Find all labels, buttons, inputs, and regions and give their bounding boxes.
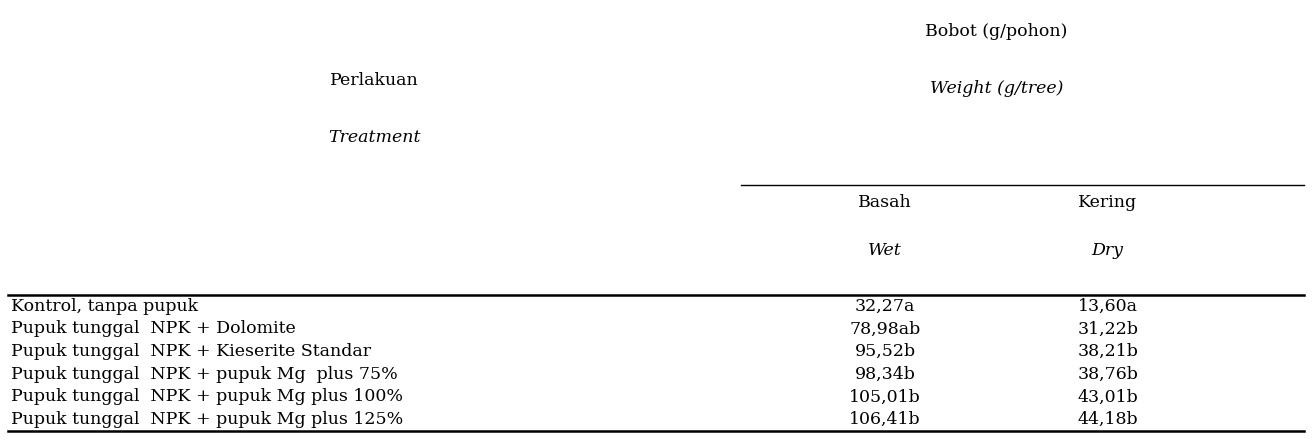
Text: Bobot (g/pohon): Bobot (g/pohon) (925, 23, 1068, 40)
Text: Kering: Kering (1078, 194, 1138, 211)
Text: 38,21b: 38,21b (1077, 343, 1138, 360)
Text: Pupuk tunggal  NPK + pupuk Mg  plus 75%: Pupuk tunggal NPK + pupuk Mg plus 75% (10, 366, 398, 383)
Text: 13,60a: 13,60a (1077, 298, 1138, 315)
Text: 32,27a: 32,27a (855, 298, 916, 315)
Text: Pupuk tunggal  NPK + Dolomite: Pupuk tunggal NPK + Dolomite (10, 321, 295, 337)
Text: 38,76b: 38,76b (1077, 366, 1138, 383)
Text: 105,01b: 105,01b (849, 389, 921, 405)
Text: Wet: Wet (869, 243, 901, 259)
Text: 78,98ab: 78,98ab (849, 321, 921, 337)
Text: 98,34b: 98,34b (854, 366, 916, 383)
Text: Perlakuan: Perlakuan (331, 72, 419, 89)
Text: 43,01b: 43,01b (1077, 389, 1138, 405)
Text: Dry: Dry (1092, 243, 1123, 259)
Text: Kontrol, tanpa pupuk: Kontrol, tanpa pupuk (10, 298, 198, 315)
Text: 95,52b: 95,52b (854, 343, 916, 360)
Text: Basah: Basah (858, 194, 912, 211)
Text: Pupuk tunggal  NPK + Kieserite Standar: Pupuk tunggal NPK + Kieserite Standar (10, 343, 371, 360)
Text: 106,41b: 106,41b (849, 411, 921, 428)
Text: Treatment: Treatment (328, 129, 421, 146)
Text: Pupuk tunggal  NPK + pupuk Mg plus 125%: Pupuk tunggal NPK + pupuk Mg plus 125% (10, 411, 403, 428)
Text: Weight (g/tree): Weight (g/tree) (930, 80, 1063, 97)
Text: 44,18b: 44,18b (1077, 411, 1138, 428)
Text: 31,22b: 31,22b (1077, 321, 1139, 337)
Text: Pupuk tunggal  NPK + pupuk Mg plus 100%: Pupuk tunggal NPK + pupuk Mg plus 100% (10, 389, 403, 405)
